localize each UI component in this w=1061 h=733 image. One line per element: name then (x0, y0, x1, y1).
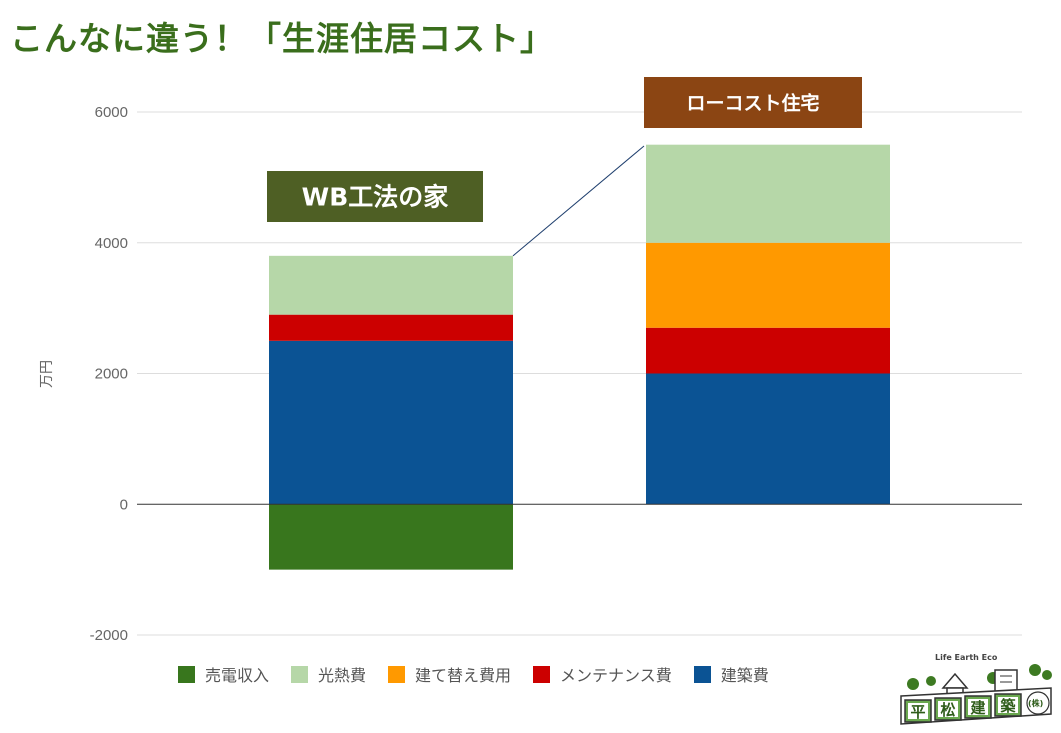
bar-segment-low-cost-house-rebuild-cost (646, 242, 890, 328)
logo-char-hira: 平 (911, 703, 926, 721)
annotation-label-low-cost-house: ローコスト住宅 (686, 91, 819, 114)
legend: 売電収入 光熱費 建て替え費用 メンテナンス費 建築費 (178, 662, 769, 686)
legend-label: 建て替え費用 (415, 666, 512, 685)
logo-suffix: (株) (1028, 698, 1043, 708)
logo-char-ken: 建 (971, 699, 987, 717)
y-tick-label: 6000 (95, 104, 128, 121)
annotation-box-low-cost-house (644, 77, 862, 128)
legend-item-sales-income: 売電収入 (178, 662, 269, 686)
bar-segment-wb-house-maintenance-cost (269, 314, 513, 341)
bar-segment-wb-house-construction-cost (269, 340, 513, 505)
page-title: こんなに違う！「生涯住居コスト」 (10, 19, 554, 58)
bars (269, 144, 890, 570)
company-logo: Life Earth Eco 平 松 建 築 (株) (900, 653, 1052, 725)
legend-label: 建築費 (720, 666, 769, 685)
annotations: WB工法の家 ローコスト住宅 (267, 77, 862, 222)
legend-swatch (291, 665, 309, 683)
bar-segment-low-cost-house-construction-cost (646, 373, 890, 505)
legend-swatch (693, 665, 711, 683)
y-axis-label: 万円 (39, 360, 55, 388)
y-tick-label: 2000 (95, 366, 128, 383)
y-tick-label: -2000 (90, 627, 128, 644)
annotation-label-wb-house: WB工法の家 (302, 183, 449, 212)
legend-item-construction-cost: 建築費 (693, 662, 769, 686)
legend-label: 売電収入 (205, 666, 270, 685)
logo-char-matsu: 松 (941, 701, 956, 719)
legend-swatch (388, 665, 406, 683)
logo-caption: Life Earth Eco (935, 653, 998, 662)
bar-segment-low-cost-house-maintenance-cost (646, 327, 890, 374)
stacked-bar-chart: -2000 0 2000 4000 6000 万円 WB工法の家 ローコスト住宅 (39, 77, 1022, 644)
bar-segment-wb-house-sales-income (269, 504, 513, 570)
legend-swatch (533, 665, 551, 683)
legend-item-maintenance-cost: メンテナンス費 (533, 662, 672, 686)
y-tick-label: 0 (120, 496, 128, 513)
legend-label: 光熱費 (318, 666, 367, 685)
legend-swatch (178, 665, 195, 683)
bar-segment-low-cost-house-utility-cost (646, 144, 890, 243)
annotation-box-wb-house (267, 171, 483, 222)
bar-segment-wb-house-utility-cost (269, 255, 513, 315)
legend-item-rebuild-cost: 建て替え費用 (388, 662, 511, 686)
logo-char-chiku: 築 (1000, 697, 1017, 715)
legend-label: メンテナンス費 (560, 666, 672, 685)
callout-connector (512, 145, 645, 257)
y-tick-label: 4000 (95, 235, 128, 252)
legend-item-utility-cost: 光熱費 (291, 662, 366, 686)
y-axis-ticks: -2000 0 2000 4000 6000 (90, 104, 128, 644)
